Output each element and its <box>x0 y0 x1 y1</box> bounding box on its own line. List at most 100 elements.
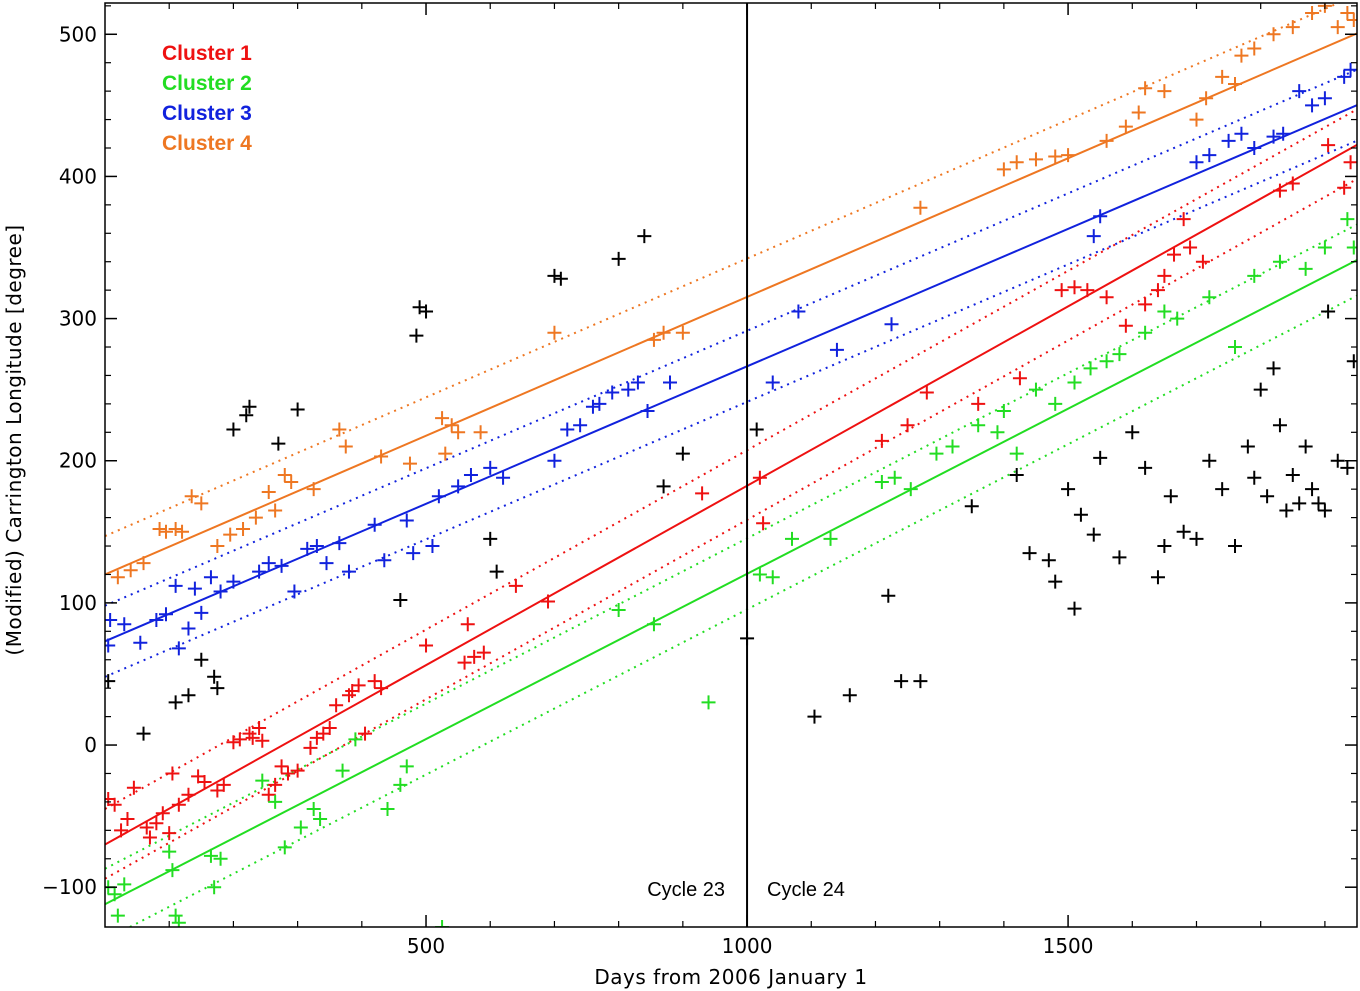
data-point-unclustered <box>842 688 857 703</box>
data-point-cluster-2 <box>162 844 177 859</box>
data-point-cluster-2 <box>971 418 986 433</box>
data-point-cluster-1 <box>358 726 373 741</box>
fit-band-cluster-3-2 <box>105 68 1357 607</box>
data-point-cluster-3 <box>213 584 228 599</box>
data-point-cluster-1 <box>290 763 305 778</box>
data-point-cluster-3 <box>203 570 218 585</box>
data-point-cluster-2 <box>996 403 1011 418</box>
data-point-cluster-3 <box>117 617 132 632</box>
data-point-cluster-3 <box>149 612 164 627</box>
data-point-unclustered <box>1176 524 1191 539</box>
data-point-cluster-1 <box>1080 283 1095 298</box>
data-point-cluster-4 <box>268 503 283 518</box>
data-point-cluster-3 <box>181 621 196 636</box>
data-point-cluster-1 <box>1099 290 1114 305</box>
data-point-cluster-3 <box>287 584 302 599</box>
data-point-cluster-2 <box>1170 311 1185 326</box>
data-point-cluster-4 <box>338 439 353 454</box>
data-point-cluster-3 <box>496 470 511 485</box>
data-point-cluster-2 <box>107 887 122 902</box>
data-point-cluster-4 <box>1028 152 1043 167</box>
y-tick-label: 400 <box>59 164 97 188</box>
legend-entry-3: Cluster 3 <box>162 102 252 125</box>
data-point-cluster-1 <box>261 787 276 802</box>
data-point-unclustered <box>1292 496 1307 511</box>
data-point-cluster-3 <box>300 541 315 556</box>
data-point-cluster-2 <box>393 777 408 792</box>
data-point-cluster-4 <box>1340 5 1355 20</box>
data-point-cluster-4 <box>194 496 209 511</box>
data-point-cluster-2 <box>1317 240 1332 255</box>
data-point-cluster-1 <box>1067 280 1082 295</box>
data-point-cluster-1 <box>181 787 196 802</box>
data-point-cluster-3 <box>829 342 844 357</box>
data-point-unclustered <box>271 436 286 451</box>
data-point-cluster-3 <box>158 607 173 622</box>
data-point-cluster-2 <box>945 439 960 454</box>
data-point-cluster-3 <box>1086 229 1101 244</box>
data-point-cluster-1 <box>695 486 710 501</box>
data-point-cluster-3 <box>274 558 289 573</box>
data-point-cluster-3 <box>1317 91 1332 106</box>
data-point-cluster-4 <box>1228 77 1243 92</box>
data-point-unclustered <box>1073 507 1088 522</box>
data-point-unclustered <box>1285 467 1300 482</box>
data-point-cluster-3 <box>463 467 478 482</box>
data-point-cluster-3 <box>252 564 267 579</box>
data-point-cluster-2 <box>203 848 218 863</box>
data-point-cluster-1 <box>226 735 241 750</box>
data-point-cluster-2 <box>611 602 626 617</box>
data-point-unclustered <box>168 695 183 710</box>
data-point-cluster-3 <box>226 574 241 589</box>
data-point-cluster-3 <box>663 375 678 390</box>
fit-band-cluster-1-1 <box>105 178 1357 880</box>
data-point-cluster-1 <box>900 418 915 433</box>
data-point-cluster-3 <box>309 539 324 554</box>
data-point-cluster-3 <box>425 539 440 554</box>
data-point-cluster-4 <box>1118 119 1133 134</box>
data-point-cluster-1 <box>210 783 225 798</box>
data-point-cluster-4 <box>332 422 347 437</box>
data-point-cluster-3 <box>1266 129 1281 144</box>
data-point-unclustered <box>1138 460 1153 475</box>
data-point-cluster-2 <box>1228 340 1243 355</box>
data-point-cluster-2 <box>784 531 799 546</box>
data-point-cluster-4 <box>1215 69 1230 84</box>
data-point-unclustered <box>1228 539 1243 554</box>
data-point-cluster-4 <box>1138 81 1153 96</box>
data-point-cluster-4 <box>1330 20 1345 35</box>
data-point-unclustered <box>1086 527 1101 542</box>
data-point-cluster-3 <box>1337 69 1352 84</box>
data-point-unclustered <box>1067 601 1082 616</box>
fit-bands <box>105 3 1357 927</box>
data-point-cluster-4 <box>1189 112 1204 127</box>
data-point-cluster-2 <box>1340 212 1355 227</box>
data-point-unclustered <box>1253 382 1268 397</box>
data-point-cluster-2 <box>929 446 944 461</box>
data-point-cluster-4 <box>210 539 225 554</box>
data-point-cluster-3 <box>592 396 607 411</box>
data-point-cluster-3 <box>187 581 202 596</box>
data-point-cluster-2 <box>1202 290 1217 305</box>
data-point-unclustered <box>242 399 257 414</box>
data-point-cluster-1 <box>142 830 157 845</box>
data-point-cluster-1 <box>155 806 170 821</box>
x-axis-title: Days from 2006 January 1 <box>594 965 867 989</box>
data-point-unclustered <box>239 408 254 423</box>
fit-line-cluster-2 <box>105 259 1357 906</box>
data-point-cluster-4 <box>1199 91 1214 106</box>
data-point-cluster-2 <box>1157 304 1172 319</box>
data-point-cluster-2 <box>1247 268 1262 283</box>
data-point-cluster-3 <box>319 556 334 571</box>
data-point-cluster-2 <box>165 863 180 878</box>
data-point-cluster-1 <box>1285 176 1300 191</box>
data-point-cluster-3 <box>1221 133 1236 148</box>
data-point-cluster-2 <box>110 908 125 923</box>
data-point-cluster-2 <box>313 811 328 826</box>
y-tick-label: 0 <box>84 733 97 757</box>
data-point-cluster-4 <box>444 418 459 433</box>
data-point-cluster-4 <box>236 521 251 536</box>
data-point-unclustered <box>1189 531 1204 546</box>
data-point-cluster-3 <box>168 578 183 593</box>
data-point-cluster-2 <box>335 763 350 778</box>
